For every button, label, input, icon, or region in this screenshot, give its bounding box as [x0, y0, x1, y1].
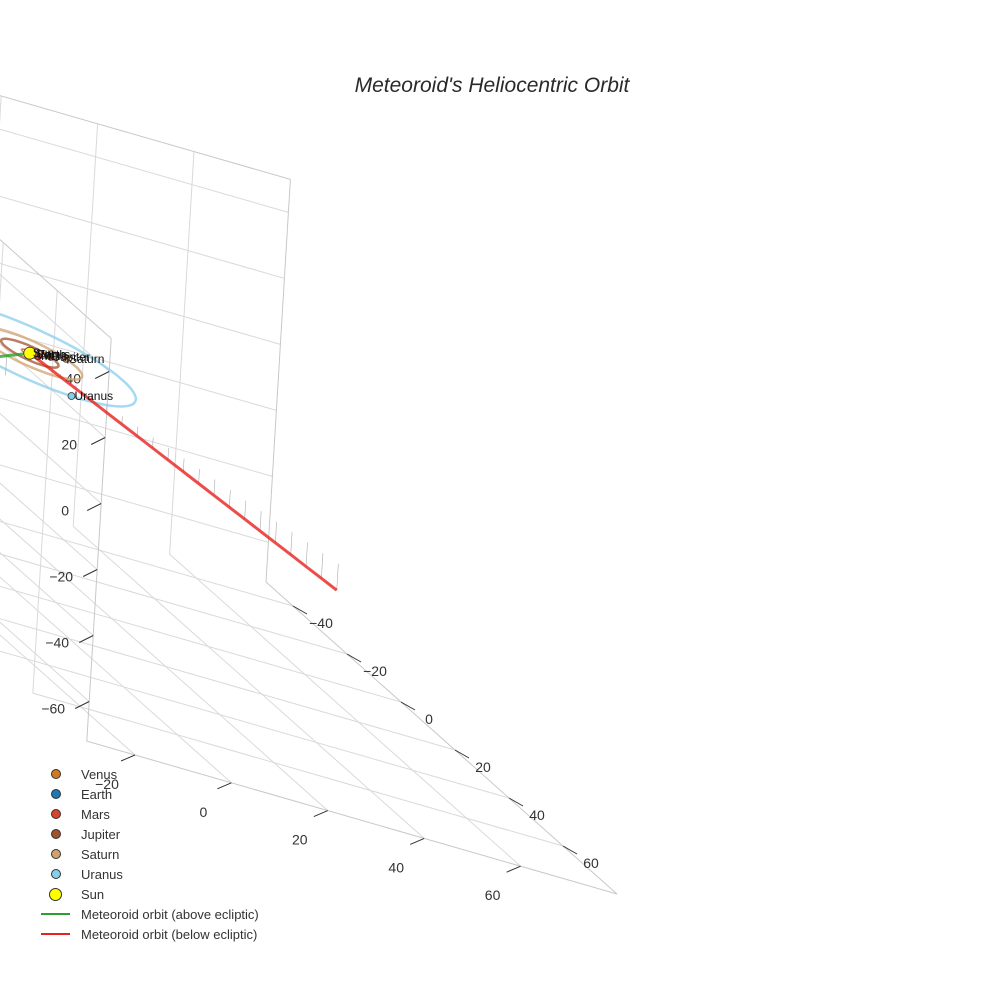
legend-label: Mars: [81, 807, 110, 822]
wall-gridline-z: [0, 258, 97, 570]
legend-item[interactable]: Venus: [40, 764, 259, 784]
chart-title: Meteoroid's Heliocentric Orbit: [0, 74, 984, 98]
legend-label: Venus: [81, 767, 117, 782]
y-tick-label: 0: [425, 711, 433, 727]
wall-gridline-z: [0, 126, 284, 279]
drop-line: [199, 469, 200, 484]
z-tick-mark: [95, 372, 109, 379]
wall-gridline-x: [170, 152, 194, 555]
legend-label: Saturn: [81, 847, 119, 862]
legend-label: Earth: [81, 787, 112, 802]
wall-gridline-y: [0, 243, 3, 646]
y-tick-label: −20: [363, 663, 387, 679]
y-tick-label: 40: [529, 807, 545, 823]
x-tick-label: 60: [485, 887, 501, 903]
legend-label: Jupiter: [81, 827, 120, 842]
legend-item[interactable]: Sun: [40, 884, 259, 904]
box-edge: [266, 179, 290, 582]
y-tick-label: 60: [583, 855, 599, 871]
z-tick-label: 20: [61, 437, 77, 453]
legend-label: Meteoroid orbit (above ecliptic): [81, 907, 259, 922]
floor-gridline-x: [0, 471, 231, 783]
drop-line: [245, 501, 246, 519]
legend-swatch: [40, 824, 72, 844]
legend-swatch: [40, 784, 72, 804]
x-tick-mark: [121, 755, 135, 761]
drop-line: [306, 543, 307, 567]
drop-line: [275, 522, 276, 543]
z-tick-mark: [83, 570, 97, 577]
drop-line: [291, 532, 292, 554]
wall-gridline-z: [0, 60, 109, 372]
y-tick-label: 20: [475, 759, 491, 775]
box-edge: [0, 27, 290, 180]
legend-swatch: [40, 804, 72, 824]
legend-item[interactable]: Meteoroid orbit (above ecliptic): [40, 904, 259, 924]
legend-swatch: [40, 884, 72, 904]
drop-line: [214, 480, 215, 496]
y-tick-label: −40: [309, 615, 333, 631]
wall-gridline-z: [0, 258, 276, 411]
x-tick-label: 20: [292, 832, 308, 848]
uranus-label: Uranus: [74, 389, 113, 403]
x-tick-mark: [410, 838, 424, 844]
z-tick-mark: [87, 504, 101, 511]
drop-line: [183, 458, 184, 471]
wall-gridline-x: [73, 124, 97, 527]
z-tick-label: −20: [49, 569, 73, 585]
x-tick-mark: [507, 866, 521, 872]
drop-line: [260, 511, 261, 531]
z-tick-label: −60: [41, 701, 65, 717]
legend-item[interactable]: Uranus: [40, 864, 259, 884]
floor-gridline-y: [0, 453, 293, 606]
legend-swatch: [40, 864, 72, 884]
legend-item[interactable]: Earth: [40, 784, 259, 804]
z-tick-mark: [91, 438, 105, 445]
z-tick-label: −40: [45, 635, 69, 651]
floor-gridline-x: [0, 443, 135, 755]
legend-label: Uranus: [81, 867, 123, 882]
legend-item[interactable]: Mars: [40, 804, 259, 824]
legend-item[interactable]: Saturn: [40, 844, 259, 864]
drop-line: [337, 564, 339, 590]
legend-item[interactable]: Jupiter: [40, 824, 259, 844]
legend: Venus Earth Mars Jupiter Saturn Uranus Sun Mete…: [40, 764, 259, 944]
legend-item[interactable]: Meteoroid orbit (below ecliptic): [40, 924, 259, 944]
x-tick-label: 40: [388, 859, 404, 875]
z-tick-mark: [79, 636, 93, 643]
drop-line: [229, 490, 230, 507]
x-tick-mark: [314, 811, 328, 817]
drop-line: [6, 356, 7, 376]
legend-label: Sun: [81, 887, 104, 902]
legend-swatch: [40, 924, 72, 944]
wall-gridline-z: [0, 192, 280, 345]
legend-swatch: [40, 904, 72, 924]
legend-label: Meteoroid orbit (below ecliptic): [81, 927, 257, 942]
z-tick-label: 0: [61, 503, 69, 519]
drop-line: [321, 553, 323, 578]
sun-label: Sun: [33, 346, 54, 360]
legend-swatch: [40, 764, 72, 784]
legend-swatch: [40, 844, 72, 864]
